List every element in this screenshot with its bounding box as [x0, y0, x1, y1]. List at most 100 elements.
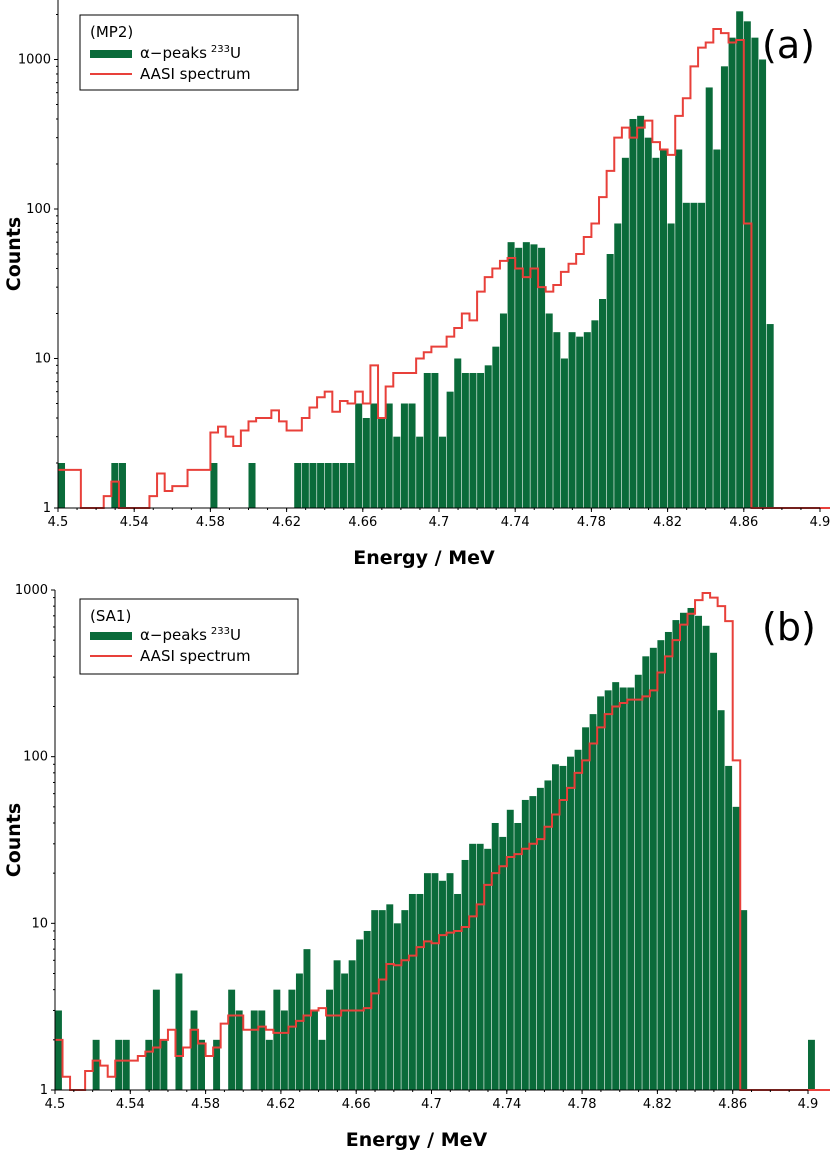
histogram-bar — [559, 765, 567, 1090]
x-tick-label: 4.78 — [568, 1097, 597, 1112]
histogram-bar — [160, 1039, 168, 1090]
histogram-bar — [499, 836, 507, 1090]
histogram-bar — [484, 365, 492, 508]
legend: (SA1) α−peaks 233U AASI spectrum — [79, 598, 299, 675]
histogram-bar — [612, 682, 620, 1090]
histogram-bar — [318, 1039, 326, 1090]
histogram-bar — [288, 989, 296, 1090]
histogram-bar — [431, 873, 439, 1090]
histogram-bar — [698, 202, 706, 508]
panel-label: (b) — [762, 605, 816, 649]
histogram-bar — [553, 332, 561, 508]
histogram-bar — [736, 11, 744, 508]
histogram-bar — [250, 1010, 258, 1090]
x-tick-label: 4.86 — [718, 1097, 747, 1112]
histogram-bar — [461, 372, 469, 508]
histogram-bar — [55, 1010, 62, 1090]
histogram-bar — [333, 960, 341, 1090]
x-tick-label: 4.5 — [45, 1097, 66, 1112]
histogram-bar — [400, 403, 408, 508]
histogram-bar — [644, 137, 652, 508]
histogram-bar — [690, 202, 698, 508]
histogram-bar — [675, 149, 683, 508]
legend-label-line: AASI spectrum — [140, 647, 251, 665]
histogram-bar — [317, 463, 325, 508]
histogram-bar — [355, 403, 363, 508]
chart-panel-b: 4.5 4.54 4.58 4.62 4.66 4.7 4.74 4.78 4.82 4.86 4.… — [3, 583, 830, 1151]
histogram-bar — [118, 463, 126, 508]
x-tick-label: 4.66 — [342, 1097, 371, 1112]
histogram-bar — [702, 625, 710, 1090]
x-tick-label: 4.7 — [421, 1097, 442, 1112]
y-tick-label: 100 — [23, 750, 48, 765]
histogram-bar — [629, 118, 637, 509]
histogram-bar — [301, 463, 309, 508]
histogram-bar — [416, 893, 424, 1090]
histogram-bar — [385, 403, 393, 508]
x-tick-label: 4.9 — [810, 515, 830, 530]
histogram-bar — [378, 910, 386, 1090]
y-tick-label: 100 — [26, 202, 51, 217]
histogram-bar — [454, 893, 462, 1090]
histogram-bar — [560, 358, 568, 508]
histogram-bar — [627, 687, 635, 1090]
histogram-bar — [642, 656, 650, 1090]
histogram-bar — [664, 631, 672, 1090]
axes: 4.5 4.54 4.58 4.62 4.66 4.7 4.74 4.78 4.82 4.86 4.… — [3, 0, 830, 569]
x-tick-label: 4.9 — [798, 1097, 819, 1112]
x-tick-label: 4.58 — [196, 515, 225, 530]
histogram-bar — [348, 960, 356, 1090]
legend-swatch-bars — [90, 632, 132, 640]
histogram-bar — [326, 989, 334, 1090]
histogram-bar — [672, 620, 680, 1090]
histogram-bar — [362, 417, 370, 508]
histogram-bar — [311, 1010, 318, 1090]
chart-panel-a: 4.5 4.54 4.58 4.62 4.66 4.7 4.74 4.78 4.82 4.86 4.… — [3, 0, 830, 569]
histogram-bar — [621, 157, 629, 509]
plot-area — [55, 591, 830, 1091]
histogram-bar — [92, 1039, 100, 1090]
histogram-bar — [461, 859, 469, 1090]
y-axis-title: Counts — [3, 803, 25, 877]
histogram-bar — [720, 66, 728, 508]
histogram-bar — [725, 765, 733, 1090]
histogram-bar — [371, 910, 379, 1090]
histogram-bar — [759, 59, 767, 509]
histogram-bar — [408, 403, 416, 508]
histogram-bar — [567, 756, 574, 1090]
histogram-bar — [499, 313, 507, 508]
histogram-bar — [190, 1010, 198, 1090]
histogram-bar — [574, 749, 582, 1090]
histogram-bar — [423, 873, 431, 1090]
y-tick-label: 1000 — [18, 52, 51, 67]
histogram-bar — [679, 612, 687, 1090]
histogram-bar — [175, 973, 183, 1090]
histogram-bar — [536, 787, 544, 1090]
histogram-bar — [431, 372, 439, 508]
histogram-bar — [597, 696, 605, 1090]
x-tick-label: 4.7 — [429, 515, 450, 530]
histogram-bar — [363, 930, 371, 1090]
legend-label-line: AASI spectrum — [140, 65, 251, 83]
histogram-bar — [682, 202, 690, 508]
histogram-bar — [484, 848, 492, 1090]
histogram-bar — [294, 463, 302, 508]
histogram-bar — [545, 313, 553, 508]
histogram-bar — [766, 324, 774, 508]
histogram-bar — [273, 989, 281, 1090]
histogram-bar — [309, 463, 317, 508]
histogram-bar — [582, 727, 590, 1090]
histogram-bar — [58, 463, 66, 508]
x-tick-label: 4.62 — [272, 515, 301, 530]
y-axis-title: Counts — [3, 217, 25, 291]
histogram-bar — [423, 372, 431, 508]
y-tick-label: 10 — [31, 916, 48, 931]
histogram-bar — [619, 687, 627, 1090]
histogram-bar — [514, 822, 522, 1090]
histogram-bar — [599, 299, 607, 508]
legend-label-bars: α−peaks 233U — [140, 44, 241, 62]
histogram-bar — [198, 1039, 205, 1090]
histogram-bar — [530, 244, 538, 509]
panel-label: (a) — [762, 23, 815, 67]
